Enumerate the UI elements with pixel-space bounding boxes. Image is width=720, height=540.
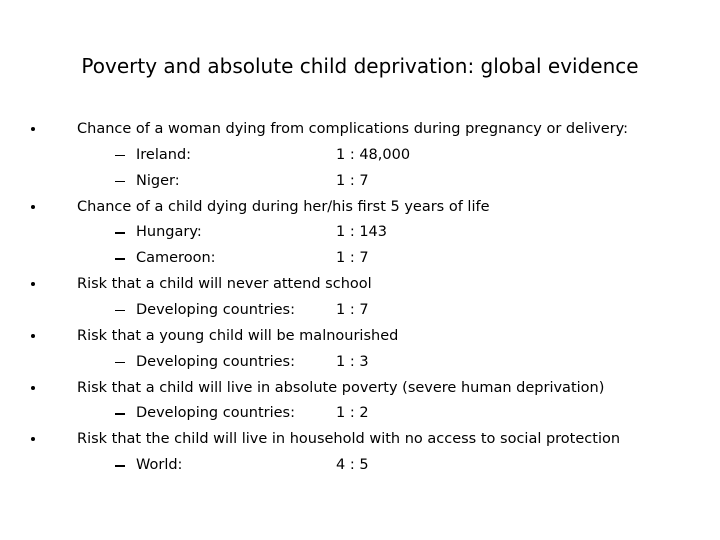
bullet-text: Chance of a child dying during her/his f…: [77, 198, 490, 215]
item-label: World:: [136, 457, 183, 474]
item-value: 1 : 7: [336, 172, 369, 189]
bullet-text: Risk that a child will live in absolute …: [77, 379, 605, 396]
item-value: 1 : 7: [336, 301, 369, 318]
item-value: 1 : 7: [336, 250, 369, 267]
bullet-text: Risk that a child will never attend scho…: [77, 276, 372, 293]
bullet-text: Risk that the child will live in househo…: [77, 431, 621, 448]
dash-marker: [115, 180, 125, 183]
bullet-marker: [31, 333, 35, 338]
item-value: 1 : 2: [336, 405, 369, 422]
bullet-text: Risk that a young child will be malnouri…: [77, 327, 399, 344]
item-label: Developing countries:: [136, 301, 295, 318]
slide-title: Poverty and absolute child deprivation: …: [81, 54, 639, 78]
dash-marker: [115, 232, 125, 234]
dash-marker: [115, 465, 125, 467]
item-label: Developing countries:: [136, 353, 295, 370]
item-label: Ireland:: [136, 146, 192, 163]
item-value: 1 : 143: [336, 224, 388, 241]
item-value: 1 : 3: [336, 353, 369, 370]
bullet-marker: [31, 437, 35, 442]
bullet-text: Chance of a woman dying from complicatio…: [77, 121, 628, 137]
dash-marker: [115, 413, 125, 415]
dash-marker: [115, 309, 125, 312]
item-label: Cameroon:: [136, 250, 216, 267]
bullet-marker: [31, 282, 35, 287]
item-value: 1 : 48,000: [336, 146, 411, 163]
bullet-marker: [31, 385, 35, 390]
bullet-marker: [31, 127, 35, 131]
item-label: Hungary:: [136, 224, 202, 241]
dash-marker: [115, 154, 125, 157]
item-label: Niger:: [136, 172, 180, 189]
dash-marker: [115, 258, 125, 260]
item-label: Developing countries:: [136, 405, 295, 422]
dash-marker: [115, 361, 125, 364]
bullet-marker: [31, 204, 35, 209]
item-value: 4 : 5: [336, 457, 369, 474]
